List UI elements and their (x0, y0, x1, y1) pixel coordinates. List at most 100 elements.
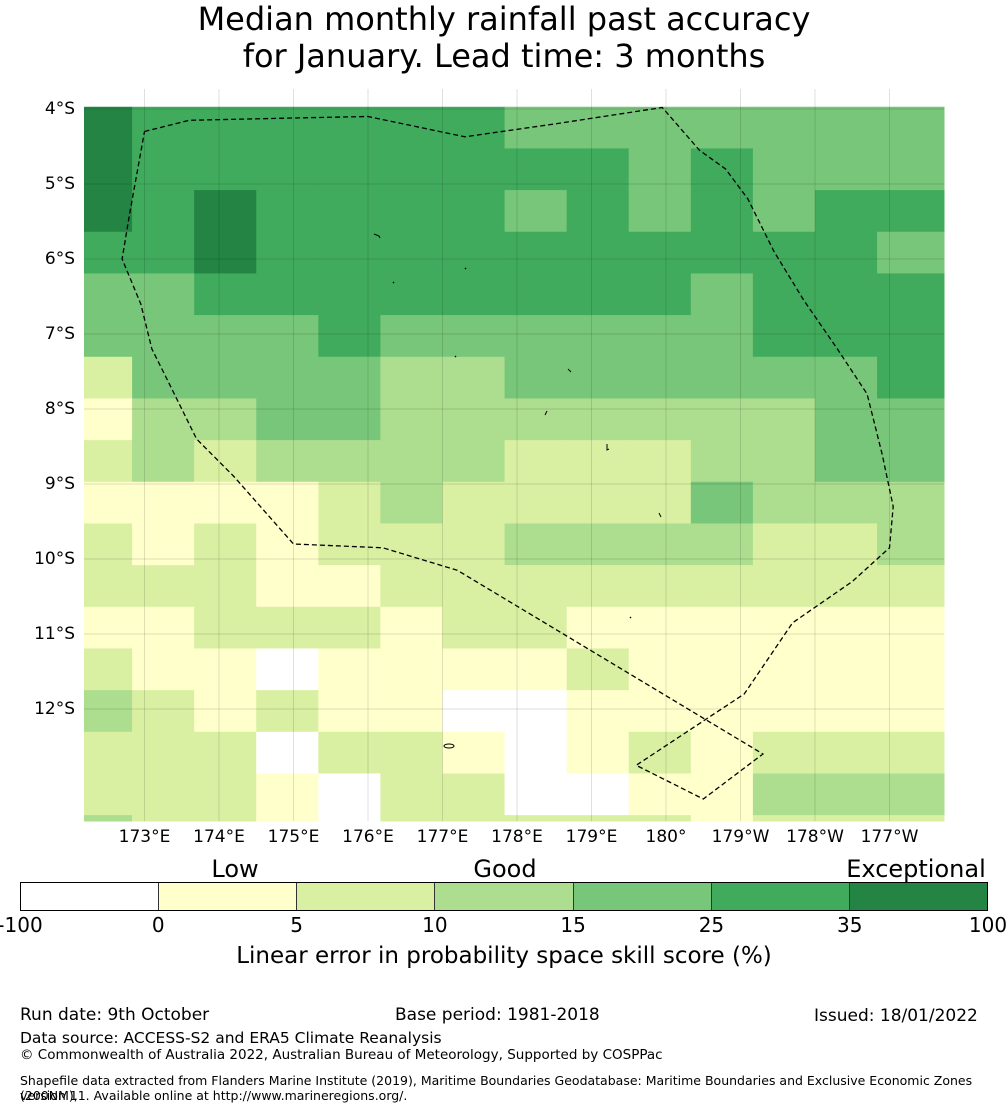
base-period: Base period: 1981-2018 (395, 1005, 600, 1025)
grid-cell (318, 606, 381, 649)
grid-cell (566, 356, 630, 399)
grid-cell (814, 481, 878, 524)
longitude-label: 174°E (193, 827, 245, 847)
grid-cell (814, 523, 878, 566)
grid-cell (504, 481, 568, 524)
grid-cell (132, 690, 195, 733)
grid-cell (877, 773, 945, 816)
grid-cell (566, 106, 630, 149)
grid-cell (256, 648, 319, 691)
grid-cell (690, 148, 754, 191)
grid-cell (566, 398, 630, 441)
grid-cell (132, 190, 195, 233)
grid-cell (318, 273, 381, 316)
grid-cell (380, 815, 443, 822)
grid-cell (814, 398, 878, 441)
category-exceptional: Exceptional (846, 855, 986, 883)
grid-cell (752, 690, 816, 733)
grid-cell (690, 565, 754, 608)
grid-cell (877, 690, 945, 733)
grid-cell (504, 398, 568, 441)
grid-cell (84, 565, 133, 608)
grid-cell (628, 815, 692, 822)
grid-cell (380, 773, 443, 816)
grid-cell (566, 481, 630, 524)
grid-cell (690, 273, 754, 316)
grid-cell (690, 815, 754, 822)
grid-cell (318, 690, 381, 733)
grid-cell (132, 731, 195, 774)
grid-cell (628, 648, 692, 691)
grid-cell (628, 523, 692, 566)
grid-cell (442, 690, 506, 733)
grid-cell (132, 106, 195, 149)
grid-cell (380, 231, 443, 274)
grid-cell (194, 148, 257, 191)
islands (373, 233, 662, 749)
grid-cell (814, 606, 878, 649)
grid-cell (380, 356, 443, 399)
grid-cell (566, 606, 630, 649)
grid-cell (752, 106, 816, 149)
latitude-label: 4°S (44, 99, 75, 119)
grid-cell (256, 398, 319, 441)
grid-cell (566, 565, 630, 608)
grid-cell (84, 315, 133, 358)
grid-cell (256, 273, 319, 316)
longitude-label: 179°E (565, 827, 618, 847)
grid-cell (132, 523, 195, 566)
colorbar-segment (435, 883, 574, 910)
grid-cell (690, 190, 754, 233)
grid-cell (194, 315, 257, 358)
longitude-label: 178°E (491, 827, 543, 847)
grid-cell (84, 398, 133, 441)
grid-cell (442, 648, 506, 691)
grid-cell (194, 273, 257, 316)
latitude-label: 6°S (44, 249, 75, 269)
grid-cell (194, 356, 257, 399)
grid-cell (877, 190, 945, 233)
grid-cell (84, 690, 133, 733)
longitude-label: 177°E (416, 827, 469, 847)
grid-cell (380, 523, 443, 566)
grid-cell (566, 231, 630, 274)
grid-cell (194, 523, 257, 566)
grid-cell (752, 481, 816, 524)
grid-cell (752, 231, 816, 274)
grid-cell (132, 440, 195, 483)
grid-cell (752, 190, 816, 233)
grid-cell (628, 690, 692, 733)
grid-cell (628, 106, 692, 149)
island (629, 616, 632, 619)
colorbar-segment (297, 883, 436, 910)
grid-cell (318, 190, 381, 233)
grid-cell (566, 815, 630, 822)
colorbar-tick-label: 35 (836, 913, 863, 937)
grid-cell (84, 106, 133, 149)
grid-cell (814, 690, 878, 733)
longitude-label: 180° (645, 827, 687, 847)
grid-cell (814, 356, 878, 399)
graticule (84, 89, 944, 821)
grid-cell (84, 231, 133, 274)
data-source: Data source: ACCESS-S2 and ERA5 Climate … (20, 1029, 442, 1047)
island (392, 281, 395, 284)
grid-cell (504, 356, 568, 399)
grid-cell (752, 273, 816, 316)
longitude-label: 176°E (342, 827, 394, 847)
latitude-label: 7°S (44, 324, 75, 344)
issued-date: Issued: 18/01/2022 (814, 1006, 978, 1026)
grid-cell (380, 106, 443, 149)
grid-cell (690, 356, 754, 399)
grid-cell (442, 273, 506, 316)
grid-cell (132, 398, 195, 441)
grid-cell (194, 690, 257, 733)
longitude-label: 175°E (267, 827, 320, 847)
grid-cell (752, 565, 816, 608)
grid-cell (690, 106, 754, 149)
grid-cell (132, 648, 195, 691)
grid-cell (256, 231, 319, 274)
grid-cell (84, 773, 133, 816)
grid-cell (628, 731, 692, 774)
island (606, 444, 610, 451)
